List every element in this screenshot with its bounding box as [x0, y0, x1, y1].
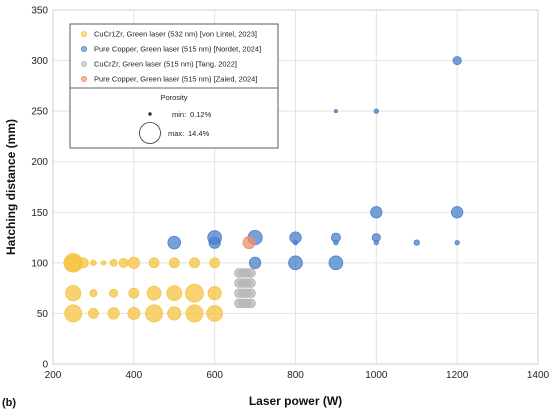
data-point [109, 258, 118, 267]
data-point [127, 256, 140, 269]
porosity-max-label: max: [168, 129, 184, 138]
x-tick-label: 1200 [446, 370, 469, 381]
panel-label: (b) [2, 397, 16, 409]
data-point [185, 283, 204, 303]
data-point [109, 288, 119, 298]
data-point [89, 289, 98, 298]
data-point [168, 257, 180, 269]
data-point [209, 257, 221, 269]
legend-label: CuCrZr, Green laser (515 nm) [Tang, 2022… [94, 60, 237, 69]
data-point [118, 257, 129, 268]
data-point [292, 239, 299, 246]
data-point [248, 256, 262, 269]
data-point [145, 304, 163, 323]
legend-box [69, 23, 279, 149]
data-point [189, 257, 200, 269]
data-point [454, 239, 460, 246]
data-point [128, 287, 140, 299]
data-point [167, 235, 182, 250]
legend-marker [81, 76, 88, 83]
legend-marker [81, 61, 88, 68]
data-point [328, 255, 344, 271]
data-point [208, 236, 221, 249]
data-point [107, 307, 120, 320]
series-2 [167, 56, 464, 271]
x-axis-title: Laser power (W) [249, 394, 342, 408]
data-point [206, 305, 223, 322]
x-tick-label: 200 [45, 370, 62, 381]
y-tick-label: 250 [31, 107, 48, 118]
data-point [451, 206, 464, 219]
porosity-max-value: 14.4% [188, 129, 210, 138]
y-tick-label: 100 [31, 258, 48, 269]
x-tick-label: 600 [206, 370, 223, 381]
legend-label: Pure Copper, Green laser (515 nm) [Zaied… [94, 75, 257, 84]
x-axis-ticks: 200 400 600 800 1000 1200 1400 [45, 370, 550, 381]
data-point [88, 308, 99, 319]
porosity-min-value: 0.12% [190, 110, 212, 119]
data-point [452, 56, 462, 66]
data-point [64, 304, 83, 323]
data-point [148, 257, 160, 269]
legend-entries: CuCr1Zr, Green laser (532 nm) [von Linte… [81, 30, 261, 84]
data-point [246, 288, 256, 298]
data-point [413, 239, 420, 246]
data-point [166, 285, 183, 302]
y-tick-label: 150 [31, 208, 48, 219]
legend: CuCr1Zr, Green laser (532 nm) [von Linte… [69, 23, 279, 149]
data-point [246, 278, 256, 288]
y-tick-label: 200 [31, 157, 48, 168]
x-tick-label: 800 [287, 370, 304, 381]
porosity-min-marker [148, 112, 152, 116]
data-point [90, 259, 97, 266]
x-tick-label: 400 [125, 370, 142, 381]
data-point [246, 298, 256, 309]
x-tick-label: 1400 [527, 370, 550, 381]
y-axis-title: Hatching distance (mm) [4, 119, 18, 255]
legend-marker [81, 30, 88, 37]
legend-marker [81, 46, 88, 53]
y-tick-label: 300 [31, 56, 48, 67]
x-tick-label: 1000 [365, 370, 388, 381]
y-tick-label: 0 [42, 360, 48, 371]
data-point [246, 268, 256, 278]
data-point [146, 285, 162, 301]
porosity-max-marker [139, 122, 161, 144]
data-point [77, 257, 89, 269]
data-point [288, 255, 303, 271]
series-4 [242, 236, 256, 250]
data-points [63, 56, 464, 323]
data-point [100, 260, 107, 266]
y-tick-label: 350 [31, 6, 48, 17]
porosity-min-label: min: [172, 110, 186, 119]
y-tick-label: 50 [37, 309, 49, 320]
y-axis-ticks: 0 50 100 150 200 250 300 350 [31, 6, 48, 371]
porosity-legend-title: Porosity [160, 93, 187, 102]
data-point [333, 109, 338, 114]
data-point [373, 239, 379, 246]
data-point [65, 285, 82, 302]
data-point [373, 108, 379, 114]
data-point [333, 239, 339, 246]
legend-label: Pure Copper, Green laser (515 nm) [Norde… [94, 45, 261, 54]
data-point [167, 306, 182, 321]
series-3 [234, 268, 256, 309]
legend-label: CuCr1Zr, Green laser (532 nm) [von Linte… [94, 30, 257, 39]
data-point [185, 304, 204, 323]
series-1 [63, 253, 223, 323]
data-point [242, 236, 256, 250]
data-point [370, 206, 383, 219]
plot-area-frame [52, 9, 539, 365]
data-point [207, 286, 222, 301]
data-point [127, 306, 141, 320]
